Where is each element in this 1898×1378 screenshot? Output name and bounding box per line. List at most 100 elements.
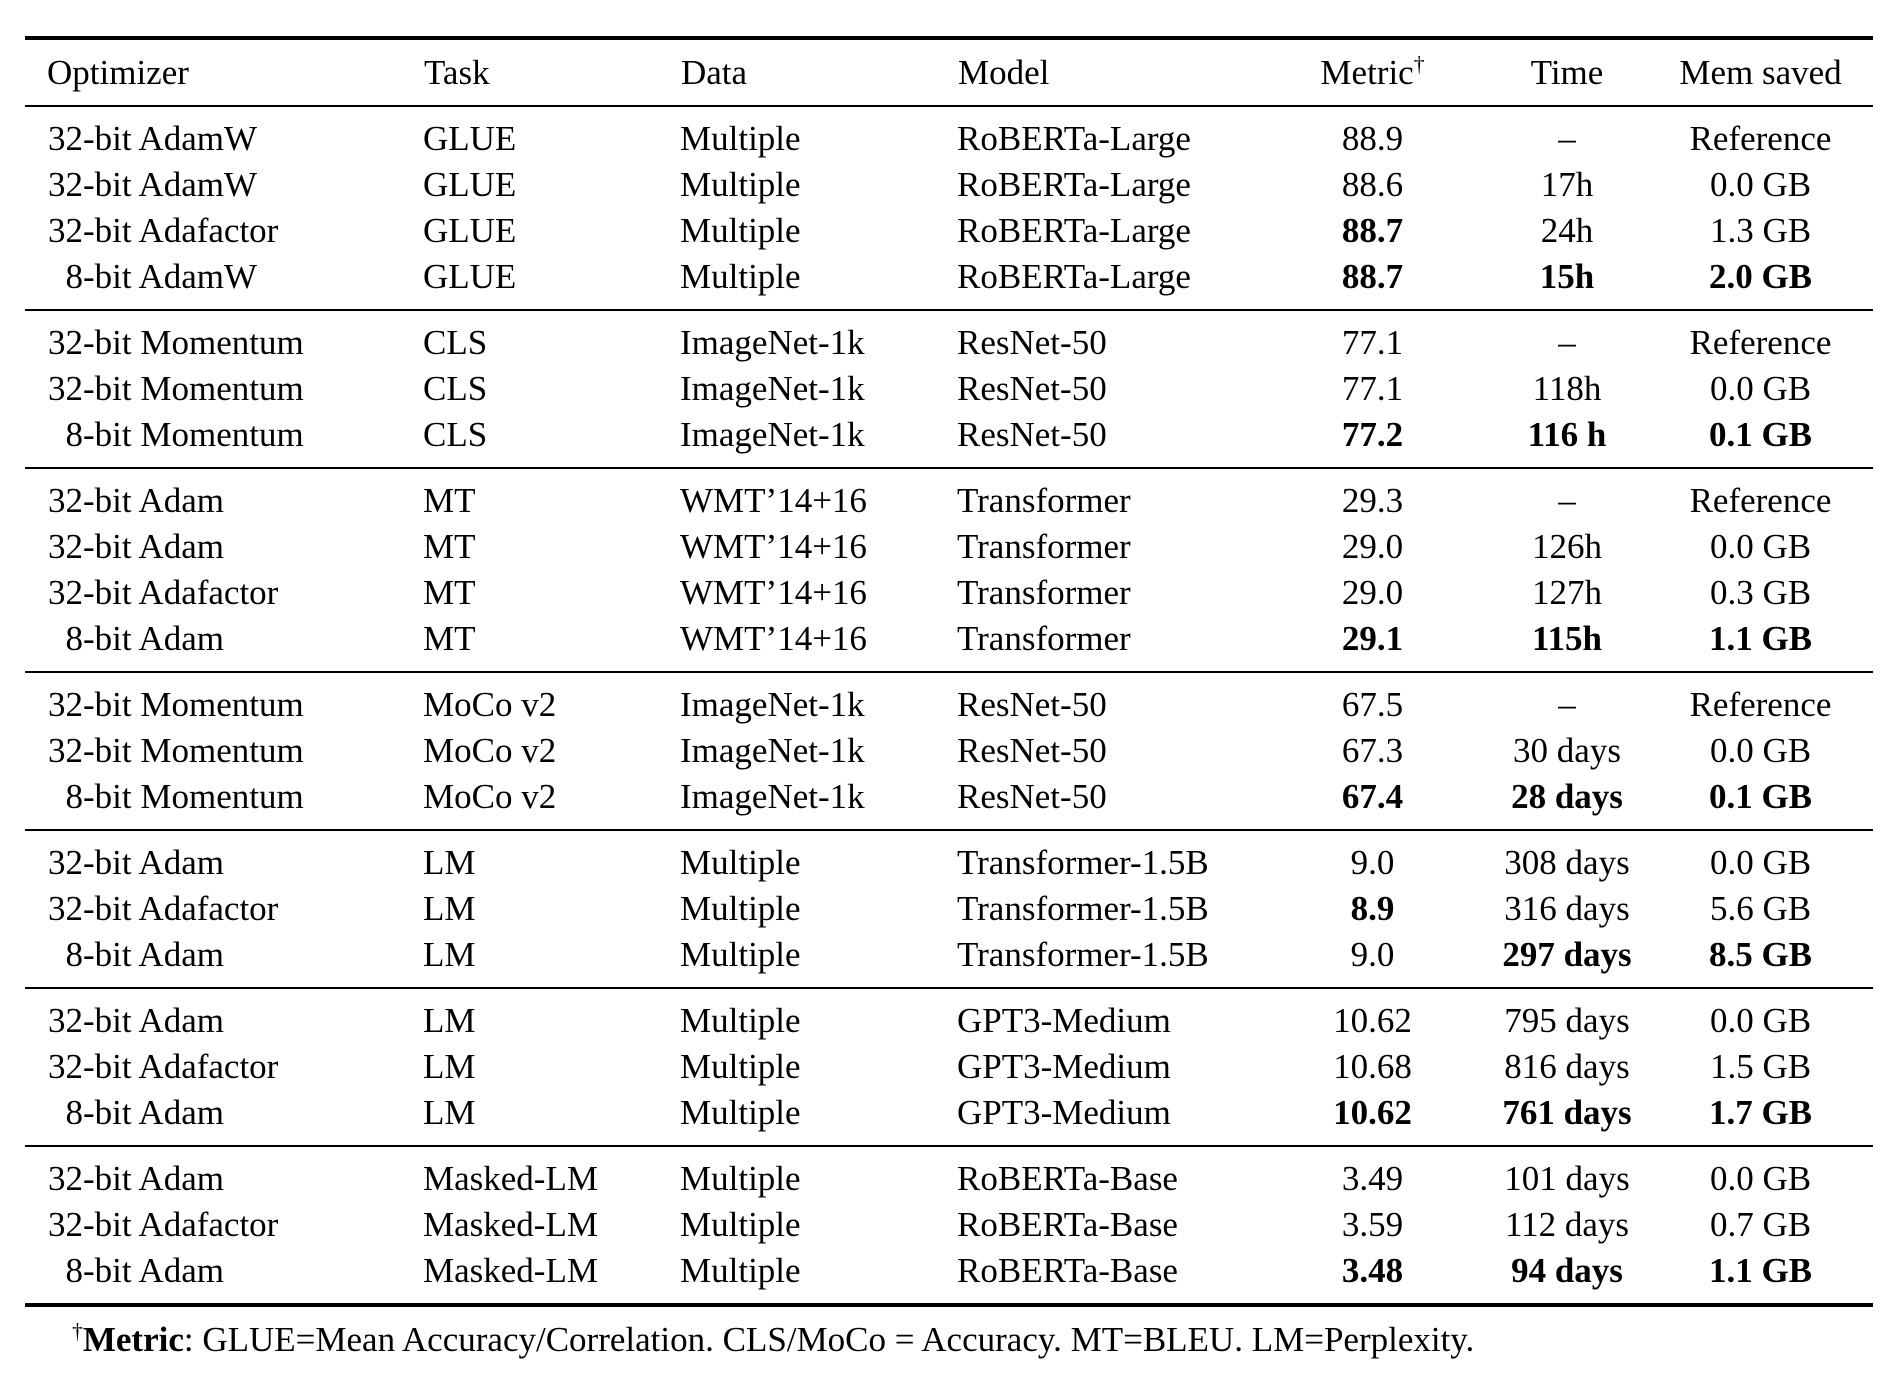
table-footnote: †Metric: GLUE=Mean Accuracy/Correlation.… bbox=[25, 1307, 1873, 1363]
cell-model: ResNet-50 bbox=[957, 323, 1107, 362]
cell-task: GLUE bbox=[423, 165, 517, 204]
cell-optimizer: 8-bit Momentum bbox=[25, 412, 423, 468]
cell-metric: 29.0 bbox=[1341, 527, 1404, 566]
table-group-2: 32-bit Momentum CLS ImageNet-1k ResNet-50 77… bbox=[25, 310, 1873, 468]
table-row: 8-bit Adam LM Multiple GPT3-Medium 10.62 761 … bbox=[25, 1090, 1873, 1146]
cell-task: GLUE bbox=[423, 119, 517, 158]
table-group-6: 32-bit Adam LM Multiple GPT3-Medium 10.62 795… bbox=[25, 988, 1873, 1146]
cell-model: RoBERTa-Large bbox=[957, 211, 1191, 250]
optimizer-bits-prefix: 32 bbox=[48, 369, 83, 408]
cell-mem-saved: 0.3 GB bbox=[1709, 573, 1812, 612]
cell-model: Transformer-1.5B bbox=[957, 843, 1209, 882]
cell-optimizer: 8-bit Momentum bbox=[25, 774, 423, 830]
cell-model: Transformer-1.5B bbox=[957, 935, 1209, 974]
table-row: 32-bit Adafactor Masked-LM Multiple RoBERTa… bbox=[25, 1202, 1873, 1248]
table-row: 32-bit Adafactor MT WMT’14+16 Transformer 29… bbox=[25, 570, 1873, 616]
cell-data: Multiple bbox=[680, 1205, 801, 1244]
cell-data: ImageNet-1k bbox=[680, 685, 865, 724]
cell-model: GPT3-Medium bbox=[957, 1047, 1171, 1086]
cell-task: LM bbox=[423, 1047, 476, 1086]
cell-mem-saved: 0.0 GB bbox=[1709, 165, 1812, 204]
cell-time: 101 days bbox=[1504, 1159, 1630, 1198]
optimizer-bits-prefix: 32 bbox=[48, 1001, 83, 1040]
cell-task: CLS bbox=[423, 323, 488, 362]
table-row: 32-bit Adafactor LM Multiple GPT3-Medium 10.… bbox=[25, 1044, 1873, 1090]
cell-time: 94 days bbox=[1511, 1251, 1623, 1290]
cell-metric: 88.7 bbox=[1341, 211, 1404, 250]
cell-time: 308 days bbox=[1504, 843, 1630, 882]
cell-task: Masked-LM bbox=[423, 1251, 598, 1290]
optimizer-bits-prefix: 32 bbox=[48, 165, 83, 204]
footnote-dagger: † bbox=[72, 1319, 83, 1344]
optimizer-bits-prefix: 8 bbox=[65, 257, 84, 296]
table-row: 32-bit Adafactor GLUE Multiple RoBERTa-Larg… bbox=[25, 208, 1873, 254]
header-cell-task: Task bbox=[423, 38, 680, 107]
cell-mem-saved: 0.1 GB bbox=[1708, 415, 1813, 454]
table-row: 32-bit Momentum CLS ImageNet-1k ResNet-50 77… bbox=[25, 366, 1873, 412]
table-row: 32-bit Adam Masked-LM Multiple RoBERTa-Base… bbox=[25, 1146, 1873, 1202]
cell-model: GPT3-Medium bbox=[957, 1001, 1171, 1040]
optimizer-bits-prefix: 8 bbox=[65, 777, 84, 816]
cell-optimizer: 8-bit Adam bbox=[25, 1248, 423, 1305]
cell-metric: 29.1 bbox=[1341, 619, 1404, 658]
table-row: 8-bit AdamW GLUE Multiple RoBERTa-Large 88.7… bbox=[25, 254, 1873, 310]
cell-time: 816 days bbox=[1504, 1047, 1630, 1086]
header-cell-time: Time bbox=[1486, 38, 1648, 107]
cell-time: 30 days bbox=[1513, 731, 1621, 770]
cell-model: ResNet-50 bbox=[957, 777, 1107, 816]
cell-metric: 67.3 bbox=[1341, 731, 1404, 770]
cell-time: – bbox=[1558, 323, 1576, 362]
cell-task: LM bbox=[423, 1001, 476, 1040]
table-row: 8-bit Momentum CLS ImageNet-1k ResNet-50 77.… bbox=[25, 412, 1873, 468]
optimizer-bits-prefix: 8 bbox=[65, 935, 84, 974]
cell-optimizer: 32-bit Adafactor bbox=[25, 208, 423, 254]
cell-task: MoCo v2 bbox=[423, 777, 557, 816]
cell-time: – bbox=[1558, 685, 1576, 724]
cell-metric: 10.68 bbox=[1333, 1047, 1412, 1086]
cell-data: ImageNet-1k bbox=[680, 323, 865, 362]
table-row: 32-bit Adam MT WMT’14+16 Transformer 29.0 126… bbox=[25, 524, 1873, 570]
table-row: 32-bit AdamW GLUE Multiple RoBERTa-Large 88.… bbox=[25, 106, 1873, 162]
cell-time: 28 days bbox=[1511, 777, 1623, 816]
cell-mem-saved: 0.1 GB bbox=[1708, 777, 1813, 816]
optimizer-bits-prefix: 32 bbox=[48, 119, 83, 158]
cell-data: Multiple bbox=[680, 843, 801, 882]
cell-time: 761 days bbox=[1502, 1093, 1632, 1132]
cell-task: MT bbox=[423, 619, 476, 658]
cell-mem-saved: 8.5 GB bbox=[1708, 935, 1813, 974]
cell-metric: 77.2 bbox=[1341, 415, 1404, 454]
cell-data: WMT’14+16 bbox=[680, 573, 867, 612]
cell-data: Multiple bbox=[680, 257, 801, 296]
optimizer-bits-prefix: 32 bbox=[48, 1159, 83, 1198]
cell-mem-saved: 0.0 GB bbox=[1709, 1159, 1812, 1198]
cell-data: Multiple bbox=[680, 119, 801, 158]
cell-data: WMT’14+16 bbox=[680, 527, 867, 566]
cell-model: Transformer bbox=[957, 481, 1131, 520]
cell-mem-saved: Reference bbox=[1689, 119, 1832, 158]
cell-optimizer: 32-bit Adam bbox=[25, 524, 423, 570]
cell-mem-saved: Reference bbox=[1689, 323, 1832, 362]
cell-time: 115h bbox=[1531, 619, 1603, 658]
cell-data: Multiple bbox=[680, 889, 801, 928]
cell-time: 316 days bbox=[1504, 889, 1630, 928]
cell-optimizer: 32-bit AdamW bbox=[25, 162, 423, 208]
results-table: Optimizer Task Data Model Metric† Time Mem sav… bbox=[25, 36, 1873, 1307]
table-head: Optimizer Task Data Model Metric† Time Mem sav… bbox=[25, 38, 1873, 107]
cell-model: Transformer bbox=[957, 619, 1131, 658]
header-cell-mem-saved: Mem saved bbox=[1648, 38, 1873, 107]
table-row: 32-bit Momentum MoCo v2 ImageNet-1k ResNet-… bbox=[25, 672, 1873, 728]
header-cell-metric: Metric† bbox=[1259, 38, 1486, 107]
cell-metric: 67.4 bbox=[1341, 777, 1404, 816]
table-group-4: 32-bit Momentum MoCo v2 ImageNet-1k ResNet-… bbox=[25, 672, 1873, 830]
optimizer-bits-prefix: 32 bbox=[48, 573, 83, 612]
cell-task: GLUE bbox=[423, 211, 517, 250]
cell-data: Multiple bbox=[680, 1159, 801, 1198]
cell-optimizer: 32-bit Adam bbox=[25, 468, 423, 524]
cell-mem-saved: Reference bbox=[1689, 685, 1832, 724]
cell-mem-saved: 0.0 GB bbox=[1709, 1001, 1812, 1040]
table-row: 32-bit Momentum MoCo v2 ImageNet-1k ResNet-… bbox=[25, 728, 1873, 774]
cell-metric: 77.1 bbox=[1341, 323, 1404, 362]
table-row: 32-bit Adam LM Multiple Transformer-1.5B 9.0… bbox=[25, 830, 1873, 886]
cell-mem-saved: Reference bbox=[1689, 481, 1832, 520]
